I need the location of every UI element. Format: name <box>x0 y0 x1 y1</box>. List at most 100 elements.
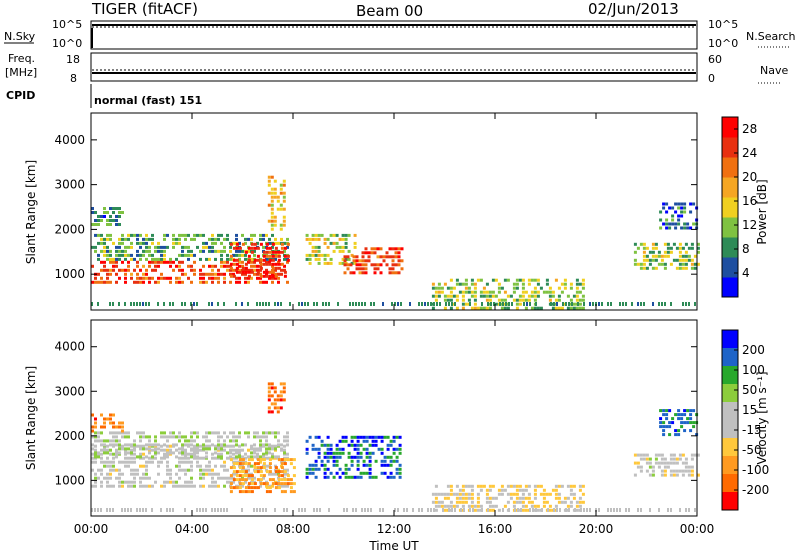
echo-cell <box>181 456 184 460</box>
echo-cell <box>100 280 103 284</box>
echo-cell <box>214 447 217 451</box>
echo-cell <box>178 276 181 280</box>
echo-cell <box>461 488 465 492</box>
echo-cell <box>371 435 375 439</box>
echo-cell <box>437 294 441 298</box>
echo-cell <box>190 249 193 253</box>
echo-cell <box>94 421 97 425</box>
echo-cell <box>563 282 567 286</box>
echo-cell <box>142 435 145 439</box>
echo-cell <box>311 237 315 241</box>
echo-cell <box>145 272 148 276</box>
nsky-tick-low: 10^0 <box>52 37 82 50</box>
echo-cell <box>145 464 148 468</box>
echo-cell <box>329 443 333 447</box>
xtick-label: 00:00 <box>680 522 715 536</box>
echo-cell <box>223 276 226 280</box>
echo-cell <box>359 475 363 479</box>
echo-cell <box>238 462 242 466</box>
ground-scatter-cell <box>112 302 114 306</box>
echo-cell <box>238 264 241 268</box>
echo-cell <box>279 398 283 402</box>
ground-scatter-cell <box>106 508 108 512</box>
echo-cell <box>118 480 121 484</box>
echo-cell <box>160 456 163 460</box>
echo-cell <box>220 241 223 245</box>
echo-cell <box>106 451 109 455</box>
echo-cell <box>485 496 489 500</box>
echo-cell <box>379 255 383 259</box>
echo-cell <box>235 451 238 455</box>
echo-cell <box>696 250 700 254</box>
echo-cell <box>666 246 670 250</box>
echo-cell <box>292 458 296 462</box>
echo-cell <box>668 433 672 437</box>
echo-cell <box>292 474 296 478</box>
ground-scatter-cell <box>442 508 444 512</box>
echo-cell <box>323 237 327 241</box>
echo-cell <box>666 242 670 246</box>
echo-cell <box>642 262 646 266</box>
echo-cell <box>94 476 97 480</box>
echo-cell <box>446 492 450 496</box>
echo-cell <box>268 458 272 462</box>
echo-cell <box>365 435 369 439</box>
echo-cell <box>394 271 398 275</box>
echo-cell <box>512 500 516 504</box>
echo-cell <box>521 290 525 294</box>
echo-cell <box>190 431 193 435</box>
echo-cell <box>106 439 109 443</box>
echo-cell <box>160 260 163 264</box>
echo-cell <box>142 464 145 468</box>
echo-cell <box>115 439 118 443</box>
echo-cell <box>232 268 235 272</box>
echo-cell <box>470 500 474 504</box>
echo-cell <box>109 439 112 443</box>
echo-cell <box>139 233 142 237</box>
echo-cell <box>184 439 187 443</box>
echo-cell <box>283 451 286 455</box>
echo-cell <box>244 452 247 456</box>
echo-cell <box>392 435 396 439</box>
echo-cell <box>199 448 202 452</box>
echo-cell <box>259 266 263 270</box>
echo-cell <box>672 469 676 473</box>
echo-cell <box>271 264 274 268</box>
echo-cell <box>645 254 649 258</box>
echo-cell <box>461 496 465 500</box>
echo-cell <box>524 298 528 302</box>
echo-cell <box>289 478 293 482</box>
echo-cell <box>687 246 691 250</box>
echo-cell <box>485 294 489 298</box>
echo-cell <box>684 242 688 246</box>
echo-cell <box>282 207 286 211</box>
echo-cell <box>256 486 260 490</box>
echo-cell <box>112 464 115 468</box>
echo-cell <box>383 471 387 475</box>
echo-cell <box>443 492 447 496</box>
echo-cell <box>530 306 534 310</box>
echo-cell <box>521 278 525 282</box>
echo-cell <box>364 271 368 275</box>
echo-cell <box>326 475 330 479</box>
echo-cell <box>380 459 384 463</box>
colorbar-swatch <box>722 157 738 178</box>
echo-cell <box>100 260 103 264</box>
echo-cell <box>335 447 339 451</box>
echo-cell <box>458 290 462 294</box>
echo-cell <box>485 500 489 504</box>
echo-cell <box>169 472 172 476</box>
echo-cell <box>376 247 380 251</box>
echo-cell <box>115 245 118 249</box>
echo-cell <box>157 264 160 268</box>
ground-scatter-cell <box>274 302 276 306</box>
echo-cell <box>279 191 283 195</box>
echo-cell <box>341 261 345 265</box>
echo-cell <box>247 280 250 284</box>
echo-cell <box>199 249 202 253</box>
ground-scatter-cell <box>280 302 282 306</box>
echo-cell <box>693 254 697 258</box>
echo-cell <box>91 484 94 488</box>
echo-cell <box>392 451 396 455</box>
echo-cell <box>696 262 700 266</box>
